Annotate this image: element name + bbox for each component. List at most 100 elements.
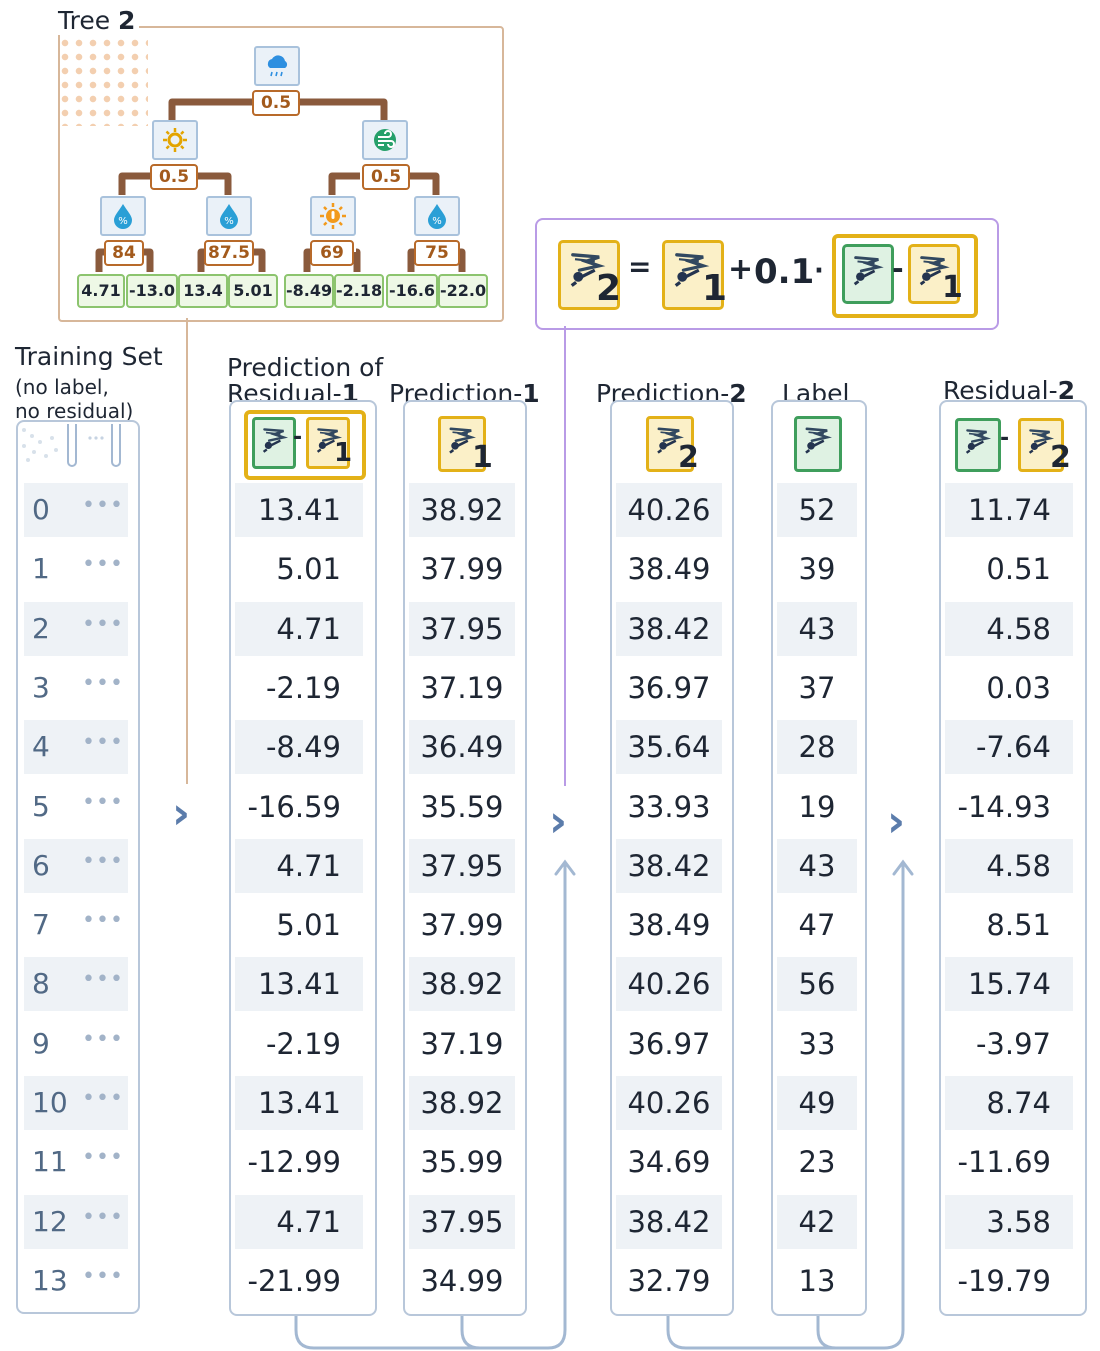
pred2-cell: 40.26 (616, 483, 722, 537)
ellipsis-icon: ••• (82, 908, 124, 934)
row-index: 10 (32, 1086, 68, 1119)
formula-sub-1: 1 (942, 270, 963, 305)
ellipsis-icon: ••• (82, 789, 124, 815)
training-set-title: Training Set (15, 342, 163, 371)
label-icon (252, 417, 296, 469)
resid2-cell: 11.74 (945, 483, 1073, 537)
resid2-cell: -19.79 (957, 1263, 1052, 1298)
row-index: 5 (32, 789, 50, 823)
formula-dot: · (814, 256, 824, 286)
arrow-right-icon: › (549, 796, 568, 847)
arrow-right-icon: › (887, 796, 906, 847)
ellipsis-icon: ••• (82, 1145, 124, 1171)
pred-resid-cell: -2.19 (265, 1026, 341, 1061)
training-set-note-2: no residual) (15, 399, 134, 423)
pred1-cell: 37.19 (420, 1026, 504, 1061)
humidity-icon: % (100, 196, 146, 236)
ellipsis-icon: ••• (82, 1026, 124, 1052)
prediction-2-icon (558, 240, 620, 310)
humidity-icon: % (206, 196, 252, 236)
ellipsis-icon: ••• (82, 1204, 124, 1230)
resid2-cell: 3.58 (945, 1194, 1073, 1249)
label-cell: 43 (777, 601, 857, 656)
prediction-1-icon (908, 244, 960, 304)
training-row: 8 ••• (24, 957, 128, 1012)
training-row: 12 ••• (24, 1194, 128, 1249)
pred2-cell: 32.79 (627, 1263, 711, 1298)
resid2-cell: 0.03 (986, 670, 1051, 705)
pred1-cell: 35.99 (420, 1145, 504, 1180)
label-cell: 23 (798, 1145, 836, 1180)
pred1-cell: 37.99 (420, 552, 504, 587)
training-row: 6 ••• (24, 838, 128, 893)
pred-resid-cell: 5.01 (276, 552, 341, 587)
root-threshold: 0.5 (252, 90, 300, 116)
row-index: 12 (32, 1204, 68, 1238)
model-glyph-icon (564, 246, 608, 290)
training-row: 7 ••• (24, 898, 128, 952)
pred2-cell: 38.49 (627, 552, 711, 587)
pred1-cell: 38.92 (409, 957, 515, 1012)
training-row: 11 ••• (24, 1135, 128, 1189)
prediction-1-icon (306, 417, 350, 469)
row-index: 9 (32, 1026, 50, 1060)
model-glyph-icon (800, 422, 834, 456)
minus-sign: - (1000, 426, 1010, 451)
training-row: 1 ••• (24, 542, 128, 596)
label-cell: 28 (777, 720, 857, 775)
label-icon (794, 416, 842, 472)
pred1-cell: 37.95 (409, 1194, 515, 1249)
pred-resid-cell: -8.49 (235, 720, 363, 775)
threshold-69: 69 (310, 240, 354, 266)
wind-icon (362, 120, 408, 160)
ellipsis-icon: ••• (82, 1263, 124, 1289)
label-cell: 13 (798, 1263, 836, 1298)
resid2-cell: -11.69 (957, 1145, 1052, 1180)
model-glyph-icon (1024, 424, 1056, 456)
pred2-cell: 36.97 (627, 1026, 711, 1061)
sub-1: 1 (334, 438, 353, 468)
sub-1: 1 (472, 440, 493, 475)
pred-resid-cell: -2.19 (265, 670, 341, 705)
tree-leaf: 4.71 (77, 274, 125, 308)
label-cell: 47 (798, 908, 836, 943)
svg-text:%: % (432, 216, 442, 227)
pred1-cell: 38.92 (409, 1076, 515, 1130)
tree-leaf: -2.18 (334, 274, 384, 308)
training-row: 13 ••• (24, 1254, 128, 1308)
model-glyph-icon (444, 422, 478, 456)
model-glyph-icon (258, 423, 290, 455)
row-index: 4 (32, 730, 50, 764)
row-index: 11 (32, 1145, 68, 1179)
tree-leaf: -16.6 (386, 274, 438, 308)
row-index: 1 (32, 552, 50, 586)
ellipsis-icon: ••• (82, 670, 124, 696)
pred-resid-cell: 5.01 (276, 908, 341, 943)
row-index: 8 (32, 967, 50, 1001)
hot-temperature-icon (310, 196, 356, 236)
training-row: 5 ••• (24, 780, 128, 834)
ellipsis-icon: ••• (82, 552, 124, 578)
label-cell: 43 (777, 838, 857, 893)
label-cell: 49 (777, 1076, 857, 1130)
resid2-cell: 0.51 (986, 552, 1051, 587)
label-cell: 19 (798, 789, 836, 824)
tree-leaf: -13.0 (126, 274, 178, 308)
formula-sub-1: 1 (702, 268, 728, 309)
pred2-cell: 33.93 (627, 789, 711, 824)
humidity-icon: % (414, 196, 460, 236)
model-glyph-icon (914, 250, 952, 288)
resid2-cell: -3.97 (975, 1026, 1051, 1061)
pred-resid-cell: 4.71 (235, 1194, 363, 1249)
resid2-cell: -7.64 (945, 720, 1073, 775)
prediction-1-icon (662, 240, 724, 310)
pred1-cell: 36.49 (409, 720, 515, 775)
pred2-cell: 38.42 (616, 601, 722, 656)
pred2-cell: 40.26 (616, 957, 722, 1012)
row-index: 13 (32, 1263, 68, 1297)
pred2-cell: 38.42 (616, 838, 722, 893)
row-index: 6 (32, 848, 50, 882)
threshold-84: 84 (104, 240, 144, 266)
